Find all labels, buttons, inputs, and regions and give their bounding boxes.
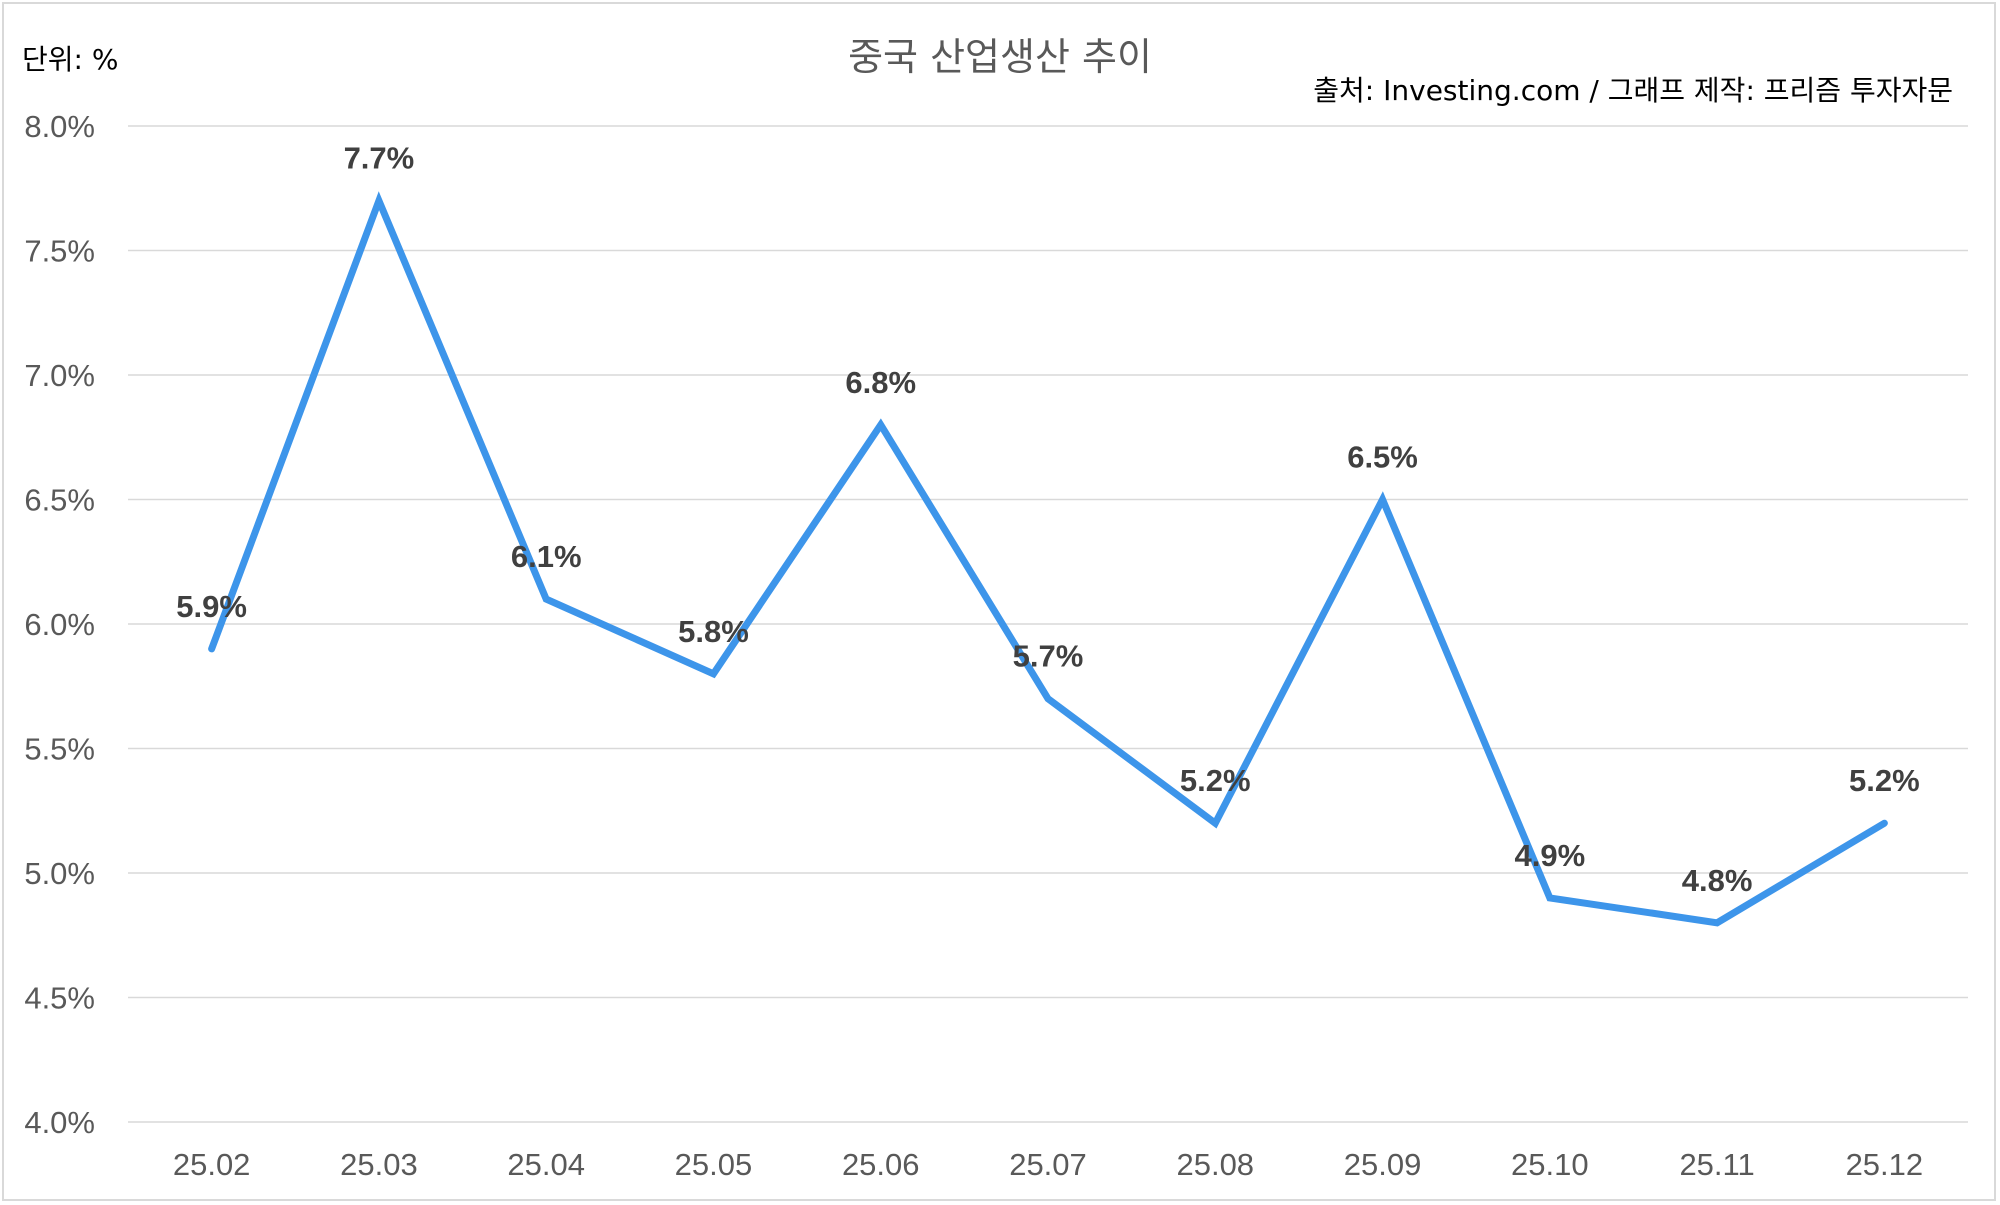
data-point bbox=[710, 670, 717, 677]
data-label: 7.7% bbox=[344, 141, 415, 176]
data-label: 5.8% bbox=[678, 614, 749, 649]
y-tick-label: 7.0% bbox=[24, 358, 95, 393]
y-tick-label: 6.5% bbox=[24, 483, 95, 518]
data-point bbox=[208, 645, 215, 652]
gridlines bbox=[128, 125, 1968, 1123]
x-tick-label: 25.07 bbox=[1009, 1147, 1087, 1182]
x-tick-label: 25.03 bbox=[340, 1147, 418, 1182]
series-line bbox=[208, 191, 1888, 927]
x-tick-label: 25.06 bbox=[842, 1147, 920, 1182]
x-axis-ticks: 25.02 25.03 25.04 25.05 25.06 25.07 25.08 25.09… bbox=[173, 1147, 1923, 1182]
unit-label: 단위: % bbox=[22, 43, 118, 76]
data-point bbox=[1546, 894, 1553, 901]
y-tick-label: 5.5% bbox=[24, 732, 95, 767]
data-label: 5.2% bbox=[1180, 763, 1251, 798]
data-label: 5.7% bbox=[1013, 639, 1084, 674]
data-label: 6.5% bbox=[1347, 440, 1418, 475]
data-label: 4.8% bbox=[1682, 863, 1753, 898]
x-tick-label: 25.11 bbox=[1679, 1147, 1754, 1182]
data-point bbox=[1045, 695, 1051, 702]
x-tick-label: 25.04 bbox=[507, 1147, 585, 1182]
data-point bbox=[1212, 820, 1219, 827]
y-tick-label: 7.5% bbox=[24, 234, 95, 269]
data-label: 5.2% bbox=[1849, 763, 1920, 798]
x-tick-label: 25.12 bbox=[1846, 1147, 1924, 1182]
data-label: 6.8% bbox=[845, 365, 916, 400]
data-label: 6.1% bbox=[511, 539, 582, 574]
x-tick-label: 25.05 bbox=[675, 1147, 753, 1182]
y-tick-label: 6.0% bbox=[24, 607, 95, 642]
y-tick-label: 4.5% bbox=[24, 981, 95, 1016]
data-point bbox=[1714, 919, 1721, 926]
source-label: 출처: Investing.com / 그래프 제작: 프리즘 투자자문 bbox=[1313, 74, 1953, 107]
data-label: 4.9% bbox=[1514, 838, 1585, 873]
data-point bbox=[877, 421, 884, 428]
y-tick-label: 5.0% bbox=[24, 856, 95, 891]
x-tick-label: 25.02 bbox=[173, 1147, 251, 1182]
data-labels: 5.9% 7.7% 6.1% 5.8% 6.8% 5.7% 5.2% 6.5% 4.9% 4.8%… bbox=[176, 141, 1919, 898]
chart-title: 중국 산업생산 추이 bbox=[848, 35, 1152, 79]
y-tick-label: 4.0% bbox=[24, 1105, 95, 1140]
x-tick-label: 25.08 bbox=[1176, 1147, 1254, 1182]
data-label: 5.9% bbox=[176, 589, 247, 624]
data-point bbox=[543, 596, 550, 603]
y-axis-ticks: 4.0% 4.5% 5.0% 5.5% 6.0% 6.5% 7.0% 7.5% 8.0% bbox=[24, 109, 95, 1140]
data-point bbox=[375, 197, 382, 204]
data-point bbox=[1881, 820, 1888, 827]
y-tick-label: 8.0% bbox=[24, 109, 95, 144]
series-layer bbox=[208, 191, 1888, 927]
data-point bbox=[1379, 496, 1386, 503]
x-tick-label: 25.10 bbox=[1511, 1147, 1589, 1182]
x-tick-label: 25.09 bbox=[1344, 1147, 1422, 1182]
